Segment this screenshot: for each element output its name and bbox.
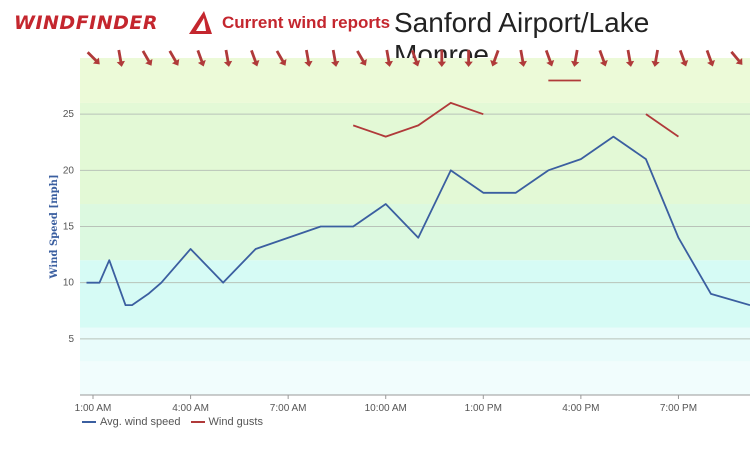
current-wind-reports-title: Current wind reports	[222, 13, 391, 32]
background-band-1	[80, 327, 750, 362]
background-band-0	[80, 361, 750, 395]
wind-arrow-shape	[705, 49, 715, 67]
wind-speed-chart: 5 10 15 20 25 1:00 AM 4:00 AM 7:00 AM 10:00 AM 1:…	[49, 49, 750, 412]
wind-direction-arrow	[464, 49, 473, 68]
y-tick-label: 25	[63, 109, 75, 120]
x-tick-label: 7:00 AM	[270, 403, 307, 412]
background-band-4	[80, 102, 750, 205]
wind-direction-arrow	[437, 49, 446, 68]
wind-arrow-shape	[86, 51, 100, 65]
wind-arrow-shape	[384, 49, 393, 67]
y-tick-label: 20	[63, 165, 75, 176]
wind-direction-arrow	[410, 49, 421, 67]
wind-arrow-shape	[196, 49, 206, 67]
wind-arrow-shape	[223, 49, 233, 67]
wind-arrow-shape	[304, 49, 313, 67]
wind-direction-arrow	[705, 49, 715, 67]
wind-direction-arrow	[651, 49, 660, 67]
wind-direction-arrow	[116, 49, 125, 67]
wind-arrow-shape	[464, 49, 473, 68]
wind-direction-arrow	[168, 50, 180, 66]
wind-direction-arrow	[275, 50, 287, 66]
wind-direction-arrow	[571, 49, 580, 67]
wind-arrow-shape	[331, 49, 340, 67]
wind-direction-arrow	[544, 49, 555, 67]
y-tick-label: 15	[63, 222, 75, 233]
wind-direction-arrow	[678, 49, 689, 67]
wind-direction-arrow	[730, 50, 743, 65]
wind-direction-arrow	[518, 49, 527, 67]
wind-direction-arrow	[331, 49, 340, 67]
wind-arrow-shape	[437, 49, 446, 68]
chart-legend: Avg. wind speed Wind gusts	[82, 416, 263, 428]
legend-item-wind-gusts[interactable]: Wind gusts	[190, 416, 263, 428]
wind-arrow-shape	[356, 50, 367, 66]
wind-arrow-shape	[410, 49, 421, 67]
legend-item-avg-wind[interactable]: Avg. wind speed	[82, 416, 181, 428]
y-axis-label: Wind Speed [mph]	[49, 174, 60, 279]
wind-arrow-shape	[598, 49, 608, 67]
wind-direction-arrow	[490, 49, 500, 67]
wind-gust-segment-2	[645, 113, 679, 138]
background-band-5	[80, 58, 750, 103]
background-band-2	[80, 260, 750, 328]
y-tick-label: 10	[63, 278, 75, 289]
legend-label-wind-gusts: Wind gusts	[208, 416, 263, 428]
x-tick-label: 1:00 AM	[75, 403, 112, 412]
wind-arrow-shape	[518, 49, 527, 67]
wind-direction-arrow	[86, 51, 100, 65]
wind-arrow-shape	[730, 50, 743, 65]
windfinder-sail-icon	[189, 11, 212, 34]
wind-gust-segment-0	[352, 101, 484, 138]
windfinder-logo-text[interactable]: WINDFINDER	[14, 12, 159, 34]
x-tick-label: 4:00 PM	[562, 403, 599, 412]
wind-arrow-shape	[275, 50, 287, 66]
wind-arrow-shape	[625, 49, 635, 67]
x-tick-label: 4:00 AM	[172, 403, 209, 412]
wind-direction-arrow	[250, 49, 260, 67]
wind-direction-arrow	[223, 49, 233, 67]
wind-arrow-shape	[544, 49, 555, 67]
wind-arrow-shape	[571, 49, 580, 67]
wind-direction-arrow	[196, 49, 206, 67]
wind-direction-arrow	[304, 49, 313, 67]
x-tick-label: 7:00 PM	[660, 403, 697, 412]
wind-arrow-shape	[651, 49, 660, 67]
wind-arrow-shape	[490, 49, 500, 67]
y-tick-label: 5	[68, 334, 74, 345]
wind-direction-arrow	[625, 49, 635, 67]
legend-label-avg-wind: Avg. wind speed	[100, 416, 181, 428]
avg-wind-swatch	[82, 421, 96, 423]
header: WINDFINDER Current wind reports Sanford …	[0, 0, 750, 70]
wind-arrow-shape	[250, 49, 260, 67]
wind-direction-arrow	[356, 50, 367, 66]
wind-direction-arrow	[141, 50, 153, 66]
wind-arrow-shape	[141, 50, 153, 66]
wind-arrow-shape	[678, 49, 689, 67]
wind-direction-arrow	[598, 49, 608, 67]
wind-arrow-shape	[168, 50, 180, 66]
background-band-3	[80, 204, 750, 261]
wind-gusts-swatch	[190, 421, 205, 423]
wind-direction-arrow	[384, 49, 393, 67]
x-tick-label: 10:00 AM	[365, 403, 407, 412]
wind-arrow-shape	[116, 49, 125, 67]
x-tick-label: 1:00 PM	[465, 403, 502, 412]
